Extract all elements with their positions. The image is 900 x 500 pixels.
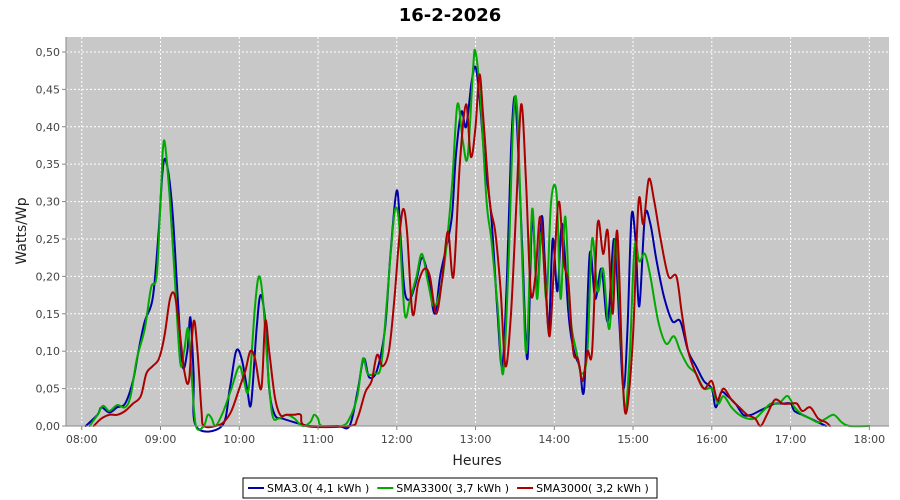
y-axis-label: Watts/Wp (14, 197, 30, 264)
legend-label: SMA3000( 3,2 kWh ) (536, 482, 649, 495)
x-tick-label: 16:00 (696, 433, 728, 446)
x-tick-label: 18:00 (853, 433, 885, 446)
y-tick-label: 0,00 (36, 420, 61, 433)
series-line (88, 48, 871, 431)
x-axis-label: Heures (452, 453, 501, 469)
x-tick-label: 12:00 (381, 433, 413, 446)
x-tick-label: 08:00 (66, 433, 98, 446)
chart-title: 16-2-2026 (399, 5, 502, 26)
x-tick-label: 14:00 (538, 433, 570, 446)
grid-layer (66, 37, 889, 427)
x-tick-label: 13:00 (460, 433, 492, 446)
legend-label: SMA3300( 3,7 kWh ) (396, 482, 509, 495)
y-tick-label: 0,40 (36, 121, 61, 134)
x-tick-label: 11:00 (302, 433, 334, 446)
legend-box (242, 477, 658, 499)
y-tick-label: 0,05 (36, 383, 61, 396)
x-tick-label: 10:00 (223, 433, 255, 446)
y-tick-label: 0,50 (36, 46, 61, 59)
series-line (92, 73, 831, 429)
y-tick-label: 0,35 (36, 158, 61, 171)
y-tick-label: 0,30 (36, 196, 61, 209)
tick-layer: 08:00 09:00 10:00 11:00 12:00 13:00 14:00 15:00… (36, 46, 886, 446)
y-tick-label: 0,20 (36, 270, 61, 283)
legend: SMA3.0( 4,1 kWh ) SMA3300( 3,7 kWh ) SMA30… (242, 477, 658, 499)
x-tick-label: 17:00 (775, 433, 807, 446)
y-tick-label: 0,15 (36, 308, 61, 321)
x-tick-label: 15:00 (617, 433, 649, 446)
y-tick-label: 0,10 (36, 345, 61, 358)
y-tick-label: 0,25 (36, 233, 61, 246)
x-tick-label: 09:00 (145, 433, 177, 446)
y-tick-label: 0,45 (36, 83, 61, 96)
legend-label: SMA3.0( 4,1 kWh ) (267, 482, 369, 495)
